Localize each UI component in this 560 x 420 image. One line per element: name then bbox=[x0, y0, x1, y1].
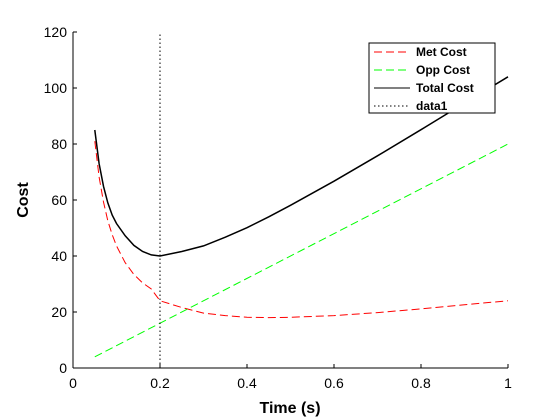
series-layer bbox=[94, 32, 509, 368]
y-tick-label: 60 bbox=[51, 192, 67, 208]
x-tick-label: 0.2 bbox=[150, 375, 170, 391]
x-axis-title: Time (s) bbox=[259, 400, 320, 417]
legend: Met Cost Opp Cost Total Cost data1 bbox=[368, 42, 496, 114]
x-tick-label: 1 bbox=[504, 375, 512, 391]
legend-box bbox=[368, 42, 496, 114]
legend-label-1: Opp Cost bbox=[416, 63, 470, 77]
legend-label-2: Total Cost bbox=[416, 81, 474, 95]
series-line-1 bbox=[94, 143, 509, 358]
legend-label-3: data1 bbox=[416, 99, 448, 113]
x-tick-label: 0 bbox=[69, 375, 77, 391]
y-ticks: 0 20 40 60 80 100 120 bbox=[44, 24, 77, 376]
y-tick-label: 20 bbox=[51, 304, 67, 320]
legend-items: Met Cost Opp Cost Total Cost data1 bbox=[374, 45, 474, 113]
legend-label-0: Met Cost bbox=[416, 45, 467, 59]
series-line-0 bbox=[94, 141, 509, 319]
x-ticks: 0 0.2 0.4 0.6 0.8 1 bbox=[69, 364, 512, 391]
y-tick-label: 120 bbox=[44, 24, 68, 40]
y-tick-label: 100 bbox=[44, 80, 68, 96]
y-tick-label: 80 bbox=[51, 136, 67, 152]
series-line-2 bbox=[94, 76, 509, 257]
y-axis-title: Cost bbox=[15, 182, 32, 218]
y-tick-label: 40 bbox=[51, 248, 67, 264]
x-tick-label: 0.8 bbox=[411, 375, 431, 391]
y-tick-label: 0 bbox=[59, 360, 67, 376]
x-tick-label: 0.4 bbox=[237, 375, 257, 391]
x-tick-label: 0.6 bbox=[324, 375, 344, 391]
